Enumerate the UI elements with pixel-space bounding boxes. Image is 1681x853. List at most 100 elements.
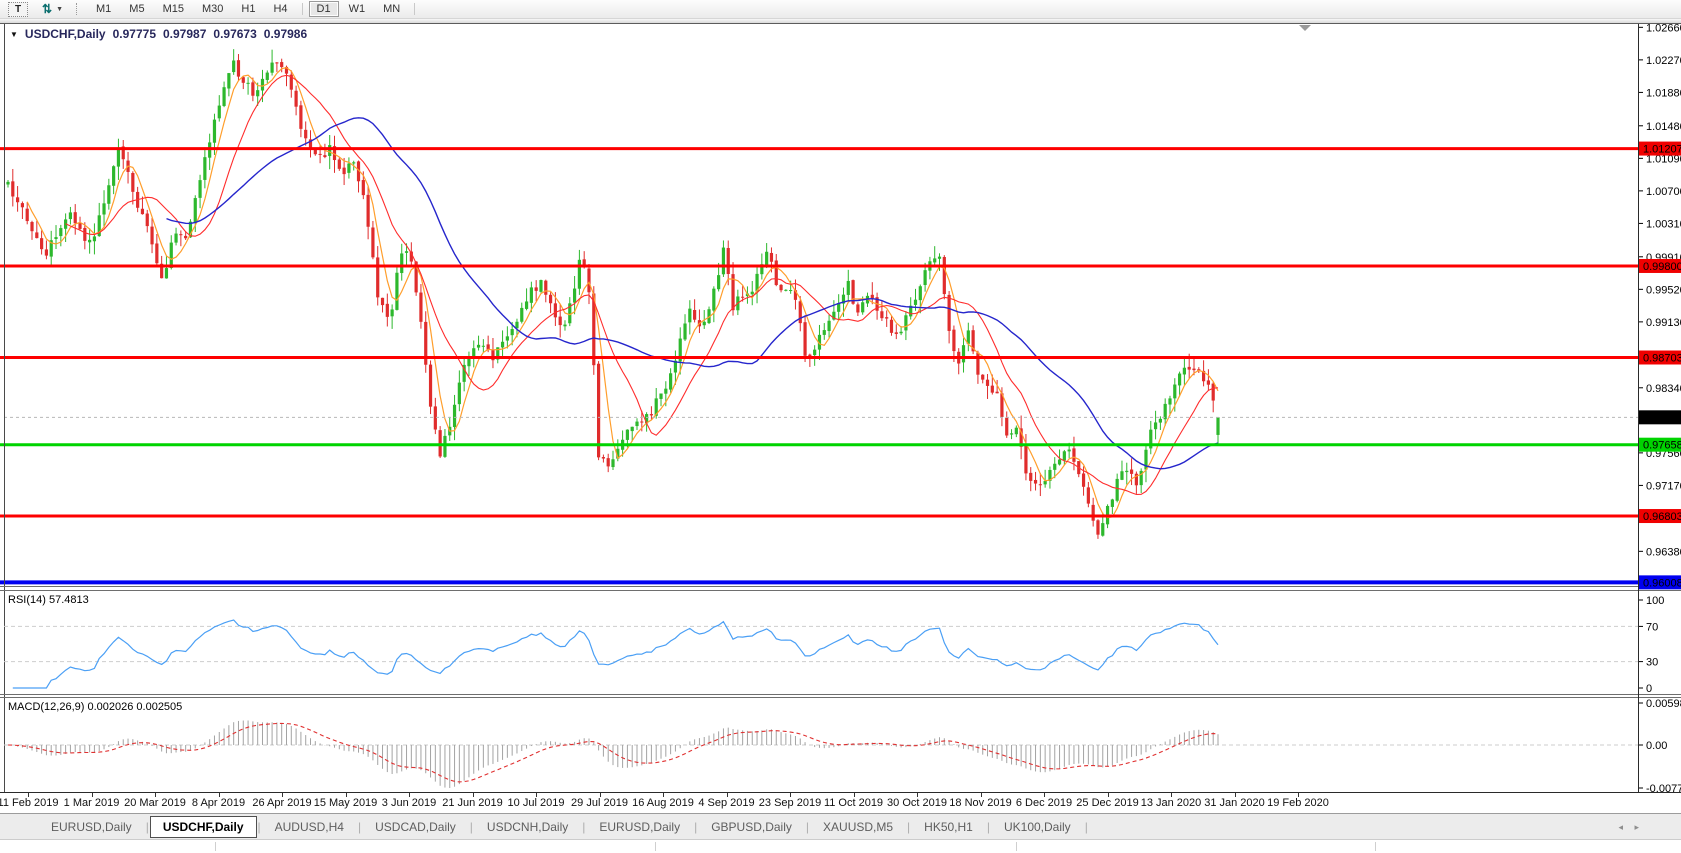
candle-body — [971, 330, 975, 352]
candle — [659, 393, 663, 407]
candle-body — [356, 161, 361, 182]
candle-body — [78, 223, 82, 229]
candle — [385, 293, 389, 327]
candle-body — [923, 270, 927, 286]
timeframe-button-h4[interactable]: H4 — [273, 3, 288, 15]
candle — [467, 351, 471, 376]
resistance-price-label-box — [1639, 258, 1681, 273]
candle-body — [846, 280, 850, 295]
date-label: 19 Feb 2020 — [1267, 797, 1329, 809]
candle — [30, 220, 34, 240]
candle — [827, 314, 831, 338]
swap-arrows-icon: ⇅ — [42, 2, 53, 16]
candle-body — [241, 77, 245, 83]
candle — [870, 282, 874, 305]
candle — [1158, 416, 1162, 430]
chart-symbol-period: USDCHF,Daily — [24, 27, 106, 41]
candle — [92, 223, 97, 255]
candle — [1005, 411, 1009, 438]
resistance-price-label-box — [1639, 350, 1681, 365]
candle — [116, 138, 121, 180]
date-tick — [1298, 793, 1299, 797]
candle-body — [347, 163, 351, 173]
candle — [241, 75, 245, 90]
chart-window[interactable]: ▼ USDCHF,Daily 0.97775 0.97987 0.97673 0… — [0, 24, 1681, 793]
candle-body — [904, 315, 908, 331]
candle — [1077, 460, 1081, 478]
main-price-panel[interactable] — [6, 49, 1220, 539]
chart-tab-gbpusd-daily[interactable]: GBPUSD,Daily — [711, 820, 792, 834]
timeframe-button-m15[interactable]: M15 — [162, 3, 184, 15]
candle-body — [966, 330, 970, 344]
timeframe-button-w1[interactable]: W1 — [348, 3, 366, 15]
candle-body — [664, 388, 668, 394]
macd-panel[interactable] — [7, 720, 1219, 788]
candle — [78, 216, 82, 231]
candle — [217, 95, 221, 122]
chart-tab-usdcnh-daily[interactable]: USDCNH,Daily — [486, 820, 569, 834]
date-label: 1 Mar 2019 — [63, 797, 120, 809]
tab-separator: | — [986, 820, 990, 834]
timeframe-button-m1[interactable]: M1 — [96, 3, 112, 15]
candle — [726, 240, 730, 286]
candle-body — [395, 272, 399, 310]
candle — [693, 299, 697, 323]
candle-body — [601, 457, 605, 459]
candle — [961, 338, 966, 373]
timeframe-button-h1[interactable]: H1 — [241, 3, 256, 15]
candle-body — [1163, 403, 1167, 420]
date-axis[interactable]: 11 Feb 2019 1 Mar 2019 20 Mar 2019 8 Apr 20… — [0, 793, 1681, 813]
candle — [500, 330, 505, 359]
candle-body — [332, 146, 337, 161]
tab-separator: | — [907, 820, 911, 834]
candle — [995, 379, 999, 394]
indicator-tool-button[interactable]: ⇅ ▼ — [42, 2, 63, 16]
chart-tab-audusd-h4[interactable]: AUDUSD,H4 — [274, 820, 344, 834]
candle-body — [688, 308, 692, 323]
date-tick — [28, 793, 29, 797]
chart-shift-marker-icon[interactable] — [1299, 25, 1311, 31]
candle-body — [212, 119, 217, 143]
timeframe-button-m5[interactable]: M5 — [129, 3, 145, 15]
candle-body — [505, 336, 509, 341]
chart-tab-eurusd-daily[interactable]: EURUSD,Daily — [599, 820, 681, 834]
candle-body — [832, 311, 836, 320]
candle-body — [1110, 499, 1114, 507]
candle — [203, 147, 207, 189]
candle-body — [1206, 380, 1210, 385]
price-tick-label: 1.02270 — [1646, 55, 1681, 67]
tabs-scroll-left-icon[interactable]: ◂ — [1618, 822, 1623, 832]
quick-trade-arrow-icon[interactable]: ▼ — [10, 29, 18, 39]
candle-body — [404, 251, 409, 253]
chart-tab-uk100-daily[interactable]: UK100,Daily — [1003, 820, 1071, 834]
candle-body — [870, 294, 874, 299]
chart-tab-hk50-h1[interactable]: HK50,H1 — [924, 820, 973, 834]
candle — [755, 265, 759, 304]
text-tool-button[interactable]: T — [8, 1, 28, 17]
candle-body — [1211, 383, 1215, 401]
candle-body — [760, 264, 764, 275]
date-tick — [345, 793, 347, 797]
rsi-panel[interactable] — [12, 619, 1219, 689]
candle-body — [40, 238, 44, 250]
tabs-scroll-right-icon[interactable]: ▸ — [1634, 822, 1639, 832]
price-chart-svg[interactable]: 1.02660 1.02270 1.01880 1.01480 1.01090 1.007… — [0, 24, 1681, 793]
toolbar-grip[interactable] — [76, 3, 78, 15]
candle-body — [981, 374, 985, 380]
ma-mid-line — [65, 74, 1219, 496]
candle-body — [97, 215, 101, 237]
chart-tab-usdcad-daily[interactable]: USDCAD,Daily — [375, 820, 456, 834]
timeframe-button-d1[interactable]: D1 — [308, 1, 339, 17]
chart-tab-usdchf-daily[interactable]: USDCHF,Daily — [149, 816, 257, 838]
window-edge — [0, 19, 1681, 24]
timeframe-button-m30[interactable]: M30 — [201, 3, 224, 15]
candle — [909, 297, 913, 320]
tab-separator: | — [257, 820, 261, 834]
candle — [520, 302, 524, 324]
chart-tab-xauusd-m5[interactable]: XAUUSD,M5 — [823, 820, 894, 834]
timeframe-button-mn[interactable]: MN — [383, 3, 401, 15]
candle — [68, 206, 73, 225]
candle-body — [1115, 478, 1119, 501]
chart-tab-eurusd-daily[interactable]: EURUSD,Daily — [51, 820, 132, 834]
support-blue-price-label-box — [1639, 575, 1681, 590]
